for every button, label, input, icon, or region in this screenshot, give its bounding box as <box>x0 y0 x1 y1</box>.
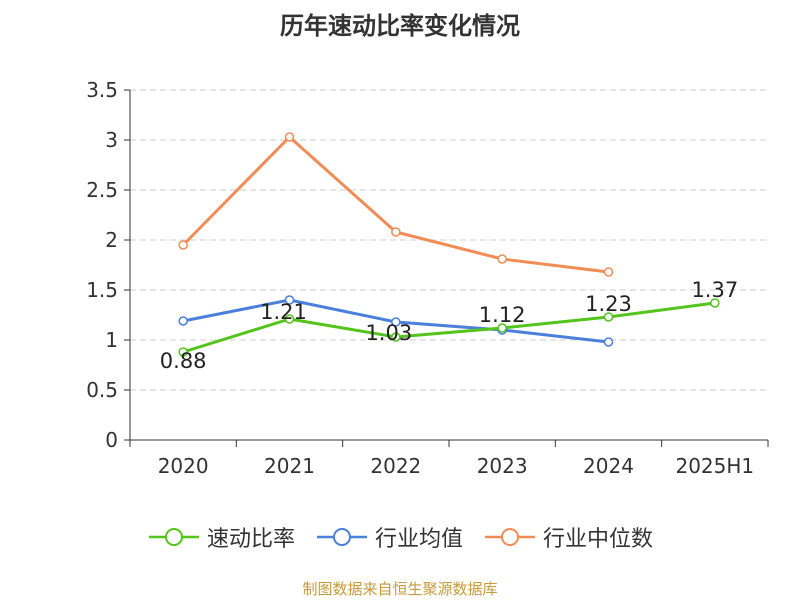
y-tick-label: 2 <box>105 228 118 252</box>
chart-title: 历年速动比率变化情况 <box>280 12 520 40</box>
series-line-2 <box>182 135 609 274</box>
legend-line-icon <box>316 528 367 546</box>
data-label: 0.88 <box>160 349 207 373</box>
y-tick-label: 3 <box>105 128 118 152</box>
grid-lines <box>130 89 768 391</box>
legend-label: 行业均值 <box>374 527 463 552</box>
data-point[interactable] <box>603 267 614 277</box>
legend-item-industry-mean[interactable]: 行业均值 <box>315 521 463 553</box>
series-lines <box>178 132 720 357</box>
data-point[interactable] <box>284 295 295 305</box>
data-point[interactable] <box>603 337 614 347</box>
data-label: 1.12 <box>479 303 526 327</box>
y-tick-label: 1 <box>105 328 118 352</box>
y-tick-label: 0 <box>105 428 118 452</box>
data-point[interactable] <box>603 312 614 322</box>
data-point[interactable] <box>497 323 507 333</box>
axes: 0 0.5 1 1.5 2 2.5 3 3.5 2020 2021 2022 2023 2024 2025… <box>86 78 769 478</box>
data-label: 1.37 <box>691 278 738 302</box>
legend-item-industry-median[interactable]: 行业中位数 <box>483 521 653 553</box>
data-point[interactable] <box>710 298 720 308</box>
y-tick-label: 2.5 <box>86 178 118 202</box>
legend-item-quick-ratio[interactable]: 速动比率 <box>147 521 295 553</box>
data-point[interactable] <box>391 227 401 237</box>
data-point[interactable] <box>284 314 295 324</box>
data-point[interactable] <box>497 254 507 264</box>
data-point[interactable] <box>284 132 295 142</box>
x-tick-label: 2021 <box>264 454 315 478</box>
legend-label: 行业中位数 <box>543 527 654 552</box>
x-tick-label: 2024 <box>583 454 634 478</box>
data-labels: 0.88 1.21 1.03 1.12 1.23 1.37 <box>160 278 738 373</box>
series-line-0 <box>182 301 716 354</box>
legend-label: 速动比率 <box>206 527 295 552</box>
x-tick-label: 2020 <box>158 454 209 478</box>
data-point[interactable] <box>391 317 401 327</box>
x-tick-label: 2023 <box>477 454 528 478</box>
source-note: 制图数据来自恒生聚源数据库 <box>302 580 498 598</box>
legend: 速动比率 行业均值 行业中位数 <box>0 520 800 554</box>
data-label: 1.23 <box>585 292 632 316</box>
data-label: 1.03 <box>365 321 412 345</box>
x-tick-label: 2022 <box>370 454 421 478</box>
data-point[interactable] <box>178 316 188 326</box>
data-point[interactable] <box>178 240 188 250</box>
data-label: 1.21 <box>260 300 307 324</box>
legend-line-icon <box>148 528 199 546</box>
data-point[interactable] <box>178 347 188 357</box>
y-tick-label: 1.5 <box>86 278 118 302</box>
y-tick-label: 3.5 <box>86 78 118 102</box>
x-tick-label: 2025H1 <box>675 454 754 478</box>
y-tick-label: 0.5 <box>86 378 118 402</box>
data-point[interactable] <box>391 332 401 342</box>
legend-line-icon <box>485 528 535 546</box>
